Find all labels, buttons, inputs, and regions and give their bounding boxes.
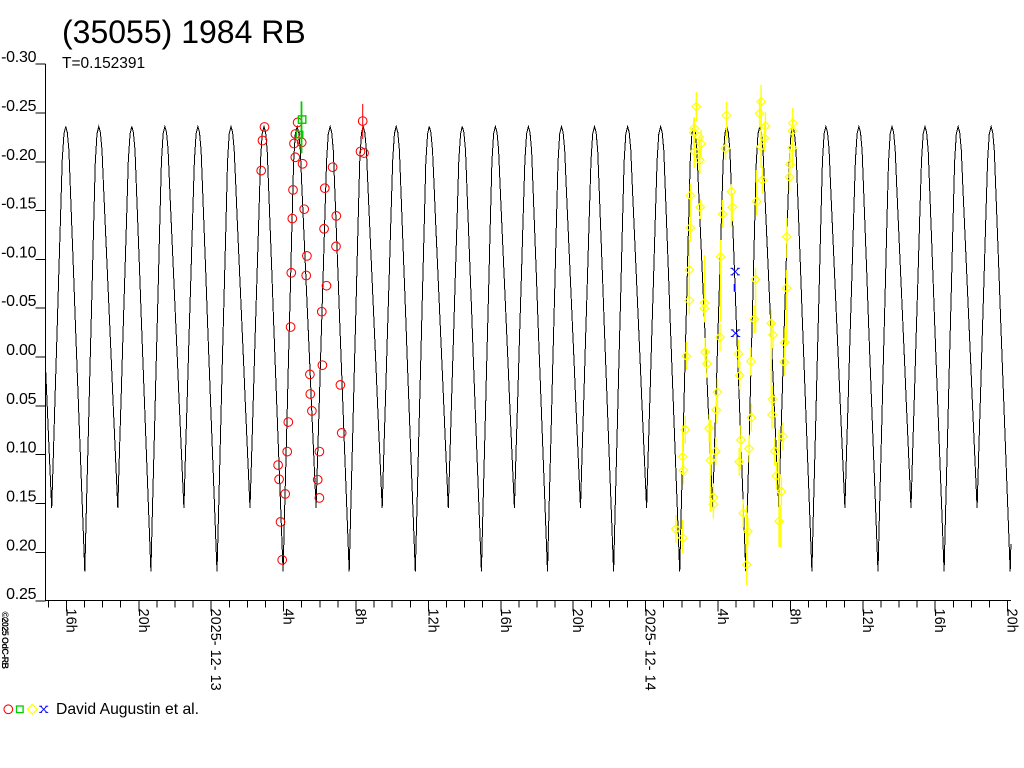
svg-text:David Augustin et al.: David Augustin et al. [56, 701, 199, 718]
svg-text:4h: 4h [280, 609, 296, 625]
svg-text:2025- 12- 14: 2025- 12- 14 [642, 609, 658, 691]
svg-text:0.00: 0.00 [6, 342, 36, 359]
svg-text:0.05: 0.05 [6, 391, 36, 408]
svg-text:16h: 16h [497, 609, 513, 633]
svg-text:12h: 12h [859, 609, 875, 633]
svg-text:20h: 20h [1004, 609, 1020, 633]
svg-text:4h: 4h [714, 609, 730, 625]
svg-text:16h: 16h [62, 609, 78, 633]
svg-text:T=0.152391: T=0.152391 [62, 55, 145, 72]
svg-text:2025- 12- 13: 2025- 12- 13 [207, 609, 223, 691]
svg-text:-0.25: -0.25 [1, 98, 37, 115]
svg-text:0.20: 0.20 [6, 537, 36, 554]
svg-text:-0.20: -0.20 [1, 147, 37, 164]
svg-text:8h: 8h [786, 609, 802, 625]
svg-text:©2025 OdC-RB: ©2025 OdC-RB [0, 612, 10, 670]
svg-text:0.10: 0.10 [6, 440, 36, 457]
svg-text:16h: 16h [931, 609, 947, 633]
svg-text:12h: 12h [424, 609, 440, 633]
svg-text:0.15: 0.15 [6, 489, 36, 506]
svg-text:-0.15: -0.15 [1, 196, 37, 213]
svg-text:(35055) 1984 RB: (35055) 1984 RB [62, 14, 306, 50]
svg-text:8h: 8h [352, 609, 368, 625]
svg-text:20h: 20h [569, 609, 585, 633]
svg-text:-0.05: -0.05 [1, 293, 37, 310]
svg-text:20h: 20h [135, 609, 151, 633]
svg-text:0.25: 0.25 [6, 586, 36, 603]
svg-text:-0.10: -0.10 [1, 244, 37, 261]
svg-text:-0.30: -0.30 [1, 49, 37, 66]
